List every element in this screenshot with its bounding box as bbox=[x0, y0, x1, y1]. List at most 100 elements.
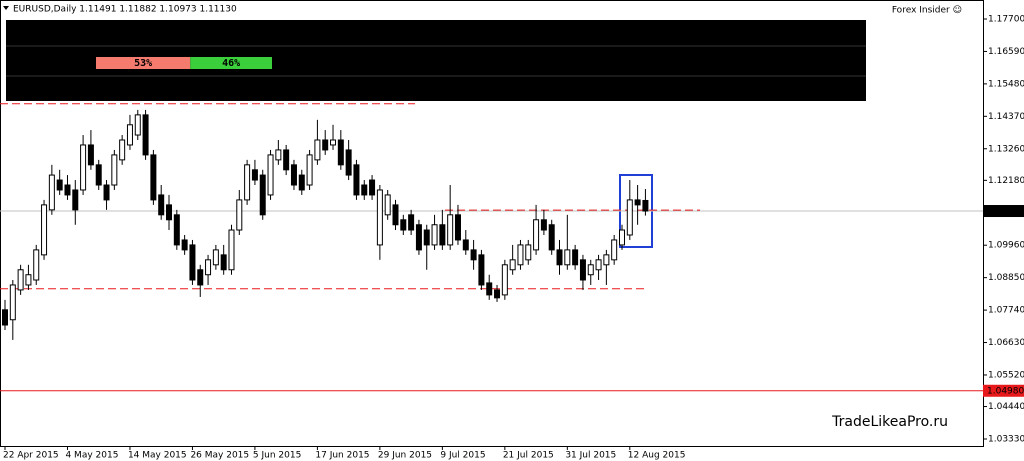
candle-body bbox=[275, 149, 282, 161]
y-tick-label: 1.13260 bbox=[988, 144, 1024, 154]
x-tick-label: 29 Jun 2015 bbox=[378, 451, 432, 461]
longs-bar bbox=[190, 57, 272, 69]
price-label-box bbox=[983, 205, 1024, 218]
panel-header: Avg. Short Price bbox=[616, 26, 732, 40]
candle-body bbox=[64, 184, 71, 196]
candle-body bbox=[572, 249, 579, 266]
candle-body bbox=[603, 254, 610, 266]
candle-body bbox=[556, 249, 563, 266]
candle-body bbox=[345, 149, 352, 176]
y-tick-label: 1.08850 bbox=[988, 273, 1024, 283]
candle-body bbox=[189, 244, 196, 281]
candle-body bbox=[56, 179, 63, 191]
candle-body bbox=[564, 249, 571, 266]
panel-content: Symbol Shorts vs Longs Volume (Short/Long)… bbox=[16, 26, 847, 97]
y-tick-label: 1.05520 bbox=[988, 370, 1024, 380]
candle-body bbox=[142, 114, 149, 156]
candle-body bbox=[103, 184, 110, 201]
hline-label: 1.04980 bbox=[987, 386, 1024, 396]
price-label: 1.11130 bbox=[987, 207, 1024, 217]
candle-body bbox=[306, 154, 313, 186]
candle-body bbox=[236, 199, 243, 231]
separator: / bbox=[513, 56, 521, 71]
candle-body bbox=[111, 154, 118, 186]
short-value: 14869 bbox=[468, 56, 507, 71]
candle-body bbox=[533, 219, 540, 251]
x-tick-label: 14 May 2015 bbox=[128, 451, 187, 461]
x-tick-label: 12 Aug 2015 bbox=[628, 451, 686, 461]
candle-body bbox=[454, 214, 461, 241]
candle-body bbox=[48, 174, 55, 211]
panel-footer: © Forex21.com - The Best Forex Trading S… bbox=[16, 80, 598, 96]
short-value: 3696.39 bbox=[297, 56, 352, 71]
y-tick-label: 1.14370 bbox=[988, 112, 1024, 122]
candle-body bbox=[587, 264, 594, 276]
long-value: 3231.14 bbox=[372, 56, 427, 71]
candle-body bbox=[197, 269, 204, 286]
candle-body bbox=[431, 224, 438, 246]
x-tick-label: 17 Jun 2015 bbox=[315, 451, 369, 461]
y-tick-label: 1.12180 bbox=[988, 176, 1024, 186]
menu-arrow bbox=[3, 6, 9, 10]
candle-body bbox=[384, 194, 391, 216]
candle-body bbox=[283, 149, 290, 171]
candle-body bbox=[369, 179, 376, 196]
candle-body bbox=[611, 239, 618, 261]
candle-body bbox=[392, 204, 399, 226]
candle-body bbox=[634, 199, 641, 206]
shorts-label: 53% bbox=[134, 58, 152, 69]
panel-header: Avg. Long Price bbox=[739, 26, 847, 40]
candle-body bbox=[212, 249, 219, 266]
candle-body bbox=[298, 174, 305, 191]
candle-body bbox=[447, 214, 454, 246]
candle-body bbox=[494, 289, 501, 299]
x-tick-label: 22 Apr 2015 bbox=[3, 451, 59, 461]
y-tick-label: 1.04440 bbox=[988, 402, 1024, 412]
panel-header: Symbol bbox=[16, 26, 59, 40]
x-tick-label: 26 May 2015 bbox=[190, 451, 249, 461]
symbol: EURUSD bbox=[16, 56, 63, 71]
chart-title: EURUSD,Daily 1.11491 1.11882 1.10973 1.1… bbox=[13, 5, 237, 15]
panel-header: Volume (Short/Long) bbox=[289, 26, 426, 40]
long-value: 13367 bbox=[527, 56, 566, 71]
panel-header: Positions (Short/Long) bbox=[451, 26, 610, 40]
y-tick-label: 1.06630 bbox=[988, 338, 1024, 348]
indicator-name: Forex Insider ☺ bbox=[892, 5, 962, 16]
candle-body bbox=[80, 144, 87, 191]
candle-body bbox=[462, 239, 469, 251]
x-tick-label: 9 Jul 2015 bbox=[440, 451, 485, 461]
candle-body bbox=[134, 114, 141, 136]
candle-body bbox=[330, 139, 337, 146]
y-tick-label: 1.07740 bbox=[988, 306, 1024, 316]
x-tick-label: 5 Jun 2015 bbox=[253, 451, 301, 461]
candle-body bbox=[486, 282, 493, 296]
y-tick-label: 1.15480 bbox=[988, 79, 1024, 89]
candle-body bbox=[423, 229, 430, 246]
candle-body bbox=[525, 244, 532, 261]
candle-body bbox=[579, 259, 586, 281]
candle-body bbox=[166, 204, 173, 221]
panel-header: Shorts vs Longs bbox=[130, 26, 238, 40]
candle-body bbox=[33, 249, 40, 281]
candle-body bbox=[173, 214, 180, 246]
candle-body bbox=[642, 199, 649, 212]
candle-body bbox=[408, 214, 415, 231]
candle-body bbox=[119, 139, 126, 161]
x-tick-label: 4 May 2015 bbox=[65, 451, 118, 461]
candle-body bbox=[353, 164, 360, 196]
candle-body bbox=[25, 274, 32, 286]
candle-body bbox=[361, 184, 368, 196]
x-tick-label: 21 Jul 2015 bbox=[503, 451, 554, 461]
y-tick-label: 1.09960 bbox=[988, 241, 1024, 251]
candle-body bbox=[220, 254, 227, 271]
candle-body bbox=[478, 254, 485, 286]
candle-body bbox=[509, 259, 516, 271]
candle-body bbox=[267, 154, 274, 196]
candle-body bbox=[540, 219, 547, 231]
candle-body bbox=[150, 154, 157, 201]
candle-body bbox=[244, 164, 251, 201]
y-tick-label: 1.17700 bbox=[988, 14, 1024, 24]
candle-body bbox=[595, 259, 602, 271]
